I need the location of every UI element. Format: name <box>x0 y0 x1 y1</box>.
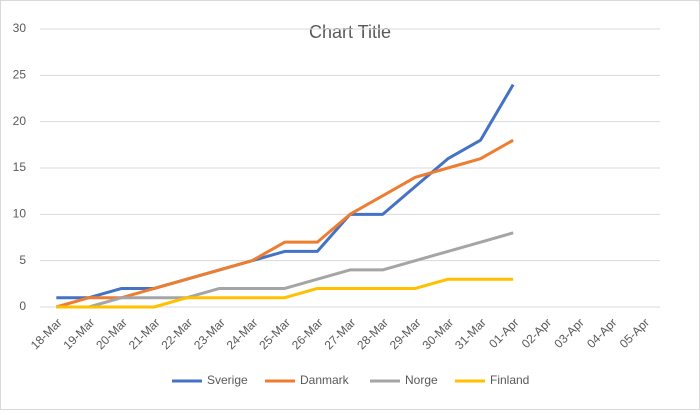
y-tick-label: 10 <box>13 207 27 221</box>
series-line <box>56 83 515 300</box>
y-tick-label: 5 <box>19 253 26 267</box>
y-tick-label: 30 <box>13 21 27 35</box>
series-line <box>56 231 514 309</box>
series-line <box>55 138 514 309</box>
y-tick-label: 25 <box>13 68 27 82</box>
chart-title: Chart Title <box>309 22 391 42</box>
y-tick-label: 15 <box>13 160 27 174</box>
series-line <box>56 277 514 309</box>
legend-label: Sverige <box>207 373 248 387</box>
legend-label: Norge <box>405 373 438 387</box>
y-tick-label: 20 <box>13 114 27 128</box>
legend-label: Finland <box>490 373 529 387</box>
legend-label: Danmark <box>300 373 350 387</box>
y-tick-label: 0 <box>19 299 26 313</box>
